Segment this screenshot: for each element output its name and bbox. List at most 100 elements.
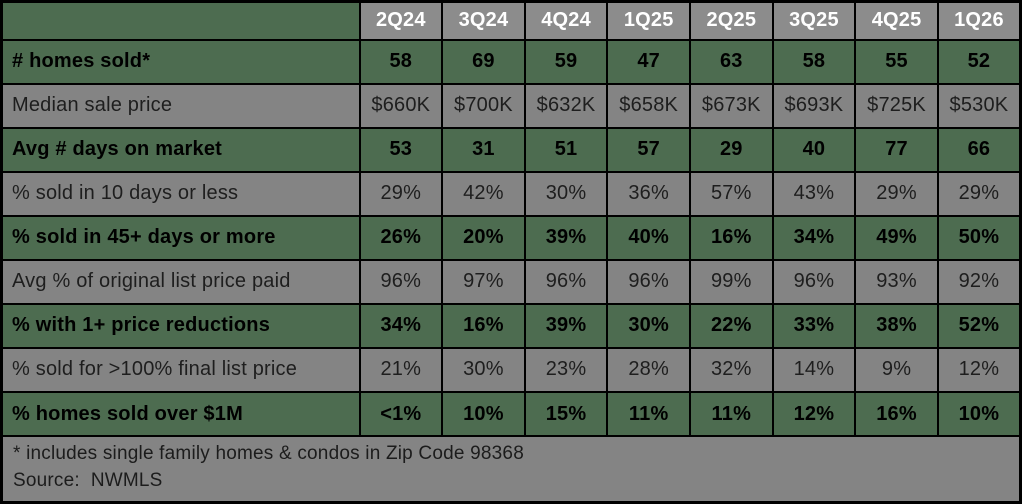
row-label: % sold in 45+ days or more — [0, 214, 361, 261]
data-cell: 22% — [689, 302, 774, 349]
data-cell: 29% — [854, 170, 939, 217]
row-label: Avg # days on market — [0, 126, 361, 173]
quarter-column-header: 1Q25 — [606, 0, 691, 41]
data-cell: $693K — [771, 82, 857, 129]
data-cell: 29% — [936, 170, 1022, 217]
data-cell: 55 — [854, 38, 939, 85]
data-cell: $673K — [689, 82, 774, 129]
footer-row: * includes single family homes & condos … — [0, 435, 1022, 504]
data-cell: 29% — [358, 170, 444, 217]
data-cell: 11% — [606, 390, 691, 438]
data-cell: 10% — [936, 390, 1022, 438]
quarter-column-header: 4Q25 — [854, 0, 939, 41]
data-cell: 50% — [936, 214, 1022, 261]
data-cell: 33% — [771, 302, 857, 349]
row-label: % sold in 10 days or less — [0, 170, 361, 217]
data-cell: 51 — [523, 126, 609, 173]
table-row-sold-10-days: % sold in 10 days or less 29% 42% 30% 36… — [0, 170, 1022, 217]
data-cell: 77 — [854, 126, 939, 173]
data-cell: $725K — [854, 82, 939, 129]
data-cell: <1% — [358, 390, 444, 438]
data-cell: 32% — [689, 346, 774, 394]
data-cell: 26% — [358, 214, 444, 261]
footnote-text: * includes single family homes & condos … — [13, 443, 524, 465]
data-cell: 16% — [854, 390, 939, 438]
data-cell: 14% — [771, 346, 857, 394]
data-cell: 42% — [441, 170, 526, 217]
data-cell: $632K — [523, 82, 609, 129]
data-cell: 96% — [358, 258, 444, 305]
quarter-column-header: 1Q26 — [936, 0, 1022, 41]
row-label: % sold for >100% final list price — [0, 346, 361, 394]
data-cell: 11% — [689, 390, 774, 438]
data-cell: 43% — [771, 170, 857, 217]
data-cell: 31 — [441, 126, 526, 173]
quarter-column-header: 3Q25 — [771, 0, 857, 41]
row-label: Avg % of original list price paid — [0, 258, 361, 305]
data-cell: $530K — [936, 82, 1022, 129]
data-cell: 12% — [771, 390, 857, 438]
data-cell: 57% — [689, 170, 774, 217]
data-cell: 92% — [936, 258, 1022, 305]
data-cell: 58 — [358, 38, 444, 85]
data-cell: 52% — [936, 302, 1022, 349]
table-row-sold-45-days: % sold in 45+ days or more 26% 20% 39% 4… — [0, 214, 1022, 261]
data-cell: $700K — [441, 82, 526, 129]
data-cell: 30% — [441, 346, 526, 394]
data-cell: 28% — [606, 346, 691, 394]
data-cell: 96% — [771, 258, 857, 305]
data-cell: 34% — [358, 302, 444, 349]
table-row-sold-over-1m: % homes sold over $1M <1% 10% 15% 11% 11… — [0, 390, 1022, 438]
table-row-sold-over-list: % sold for >100% final list price 21% 30… — [0, 346, 1022, 394]
table-row-median-price: Median sale price $660K $700K $632K $658… — [0, 82, 1022, 129]
data-cell: 9% — [854, 346, 939, 394]
data-cell: $658K — [606, 82, 691, 129]
data-cell: 97% — [441, 258, 526, 305]
table-row-price-reductions: % with 1+ price reductions 34% 16% 39% 3… — [0, 302, 1022, 349]
source-text: Source: NWMLS — [13, 470, 163, 492]
data-cell: 29 — [689, 126, 774, 173]
row-label: # homes sold* — [0, 38, 361, 85]
row-label: % with 1+ price reductions — [0, 302, 361, 349]
data-cell: 96% — [523, 258, 609, 305]
data-cell: 99% — [689, 258, 774, 305]
data-cell: 66 — [936, 126, 1022, 173]
row-label: Median sale price — [0, 82, 361, 129]
table-row-pct-list-price-paid: Avg % of original list price paid 96% 97… — [0, 258, 1022, 305]
data-cell: 36% — [606, 170, 691, 217]
data-cell: 63 — [689, 38, 774, 85]
quarter-column-header: 2Q25 — [689, 0, 774, 41]
data-cell: $660K — [358, 82, 444, 129]
corner-cell — [0, 0, 361, 41]
data-cell: 93% — [854, 258, 939, 305]
data-cell: 40 — [771, 126, 857, 173]
data-cell: 15% — [523, 390, 609, 438]
row-label: % homes sold over $1M — [0, 390, 361, 438]
data-cell: 16% — [441, 302, 526, 349]
data-cell: 38% — [854, 302, 939, 349]
data-cell: 30% — [523, 170, 609, 217]
data-cell: 52 — [936, 38, 1022, 85]
data-cell: 12% — [936, 346, 1022, 394]
quarter-column-header: 4Q24 — [523, 0, 609, 41]
table-row-homes-sold: # homes sold* 58 69 59 47 63 58 55 52 — [0, 38, 1022, 85]
data-cell: 16% — [689, 214, 774, 261]
data-cell: 39% — [523, 214, 609, 261]
data-cell: 57 — [606, 126, 691, 173]
data-cell: 69 — [441, 38, 526, 85]
table-row-days-on-market: Avg # days on market 53 31 51 57 29 40 7… — [0, 126, 1022, 173]
data-cell: 10% — [441, 390, 526, 438]
data-cell: 58 — [771, 38, 857, 85]
data-cell: 21% — [358, 346, 444, 394]
data-cell: 39% — [523, 302, 609, 349]
header-row: 2Q24 3Q24 4Q24 1Q25 2Q25 3Q25 4Q25 1Q26 — [0, 0, 1022, 41]
quarter-column-header: 2Q24 — [358, 0, 444, 41]
data-cell: 34% — [771, 214, 857, 261]
data-cell: 20% — [441, 214, 526, 261]
data-cell: 47 — [606, 38, 691, 85]
footnote: * includes single family homes & condos … — [0, 435, 1022, 504]
quarter-column-header: 3Q24 — [441, 0, 526, 41]
data-cell: 30% — [606, 302, 691, 349]
